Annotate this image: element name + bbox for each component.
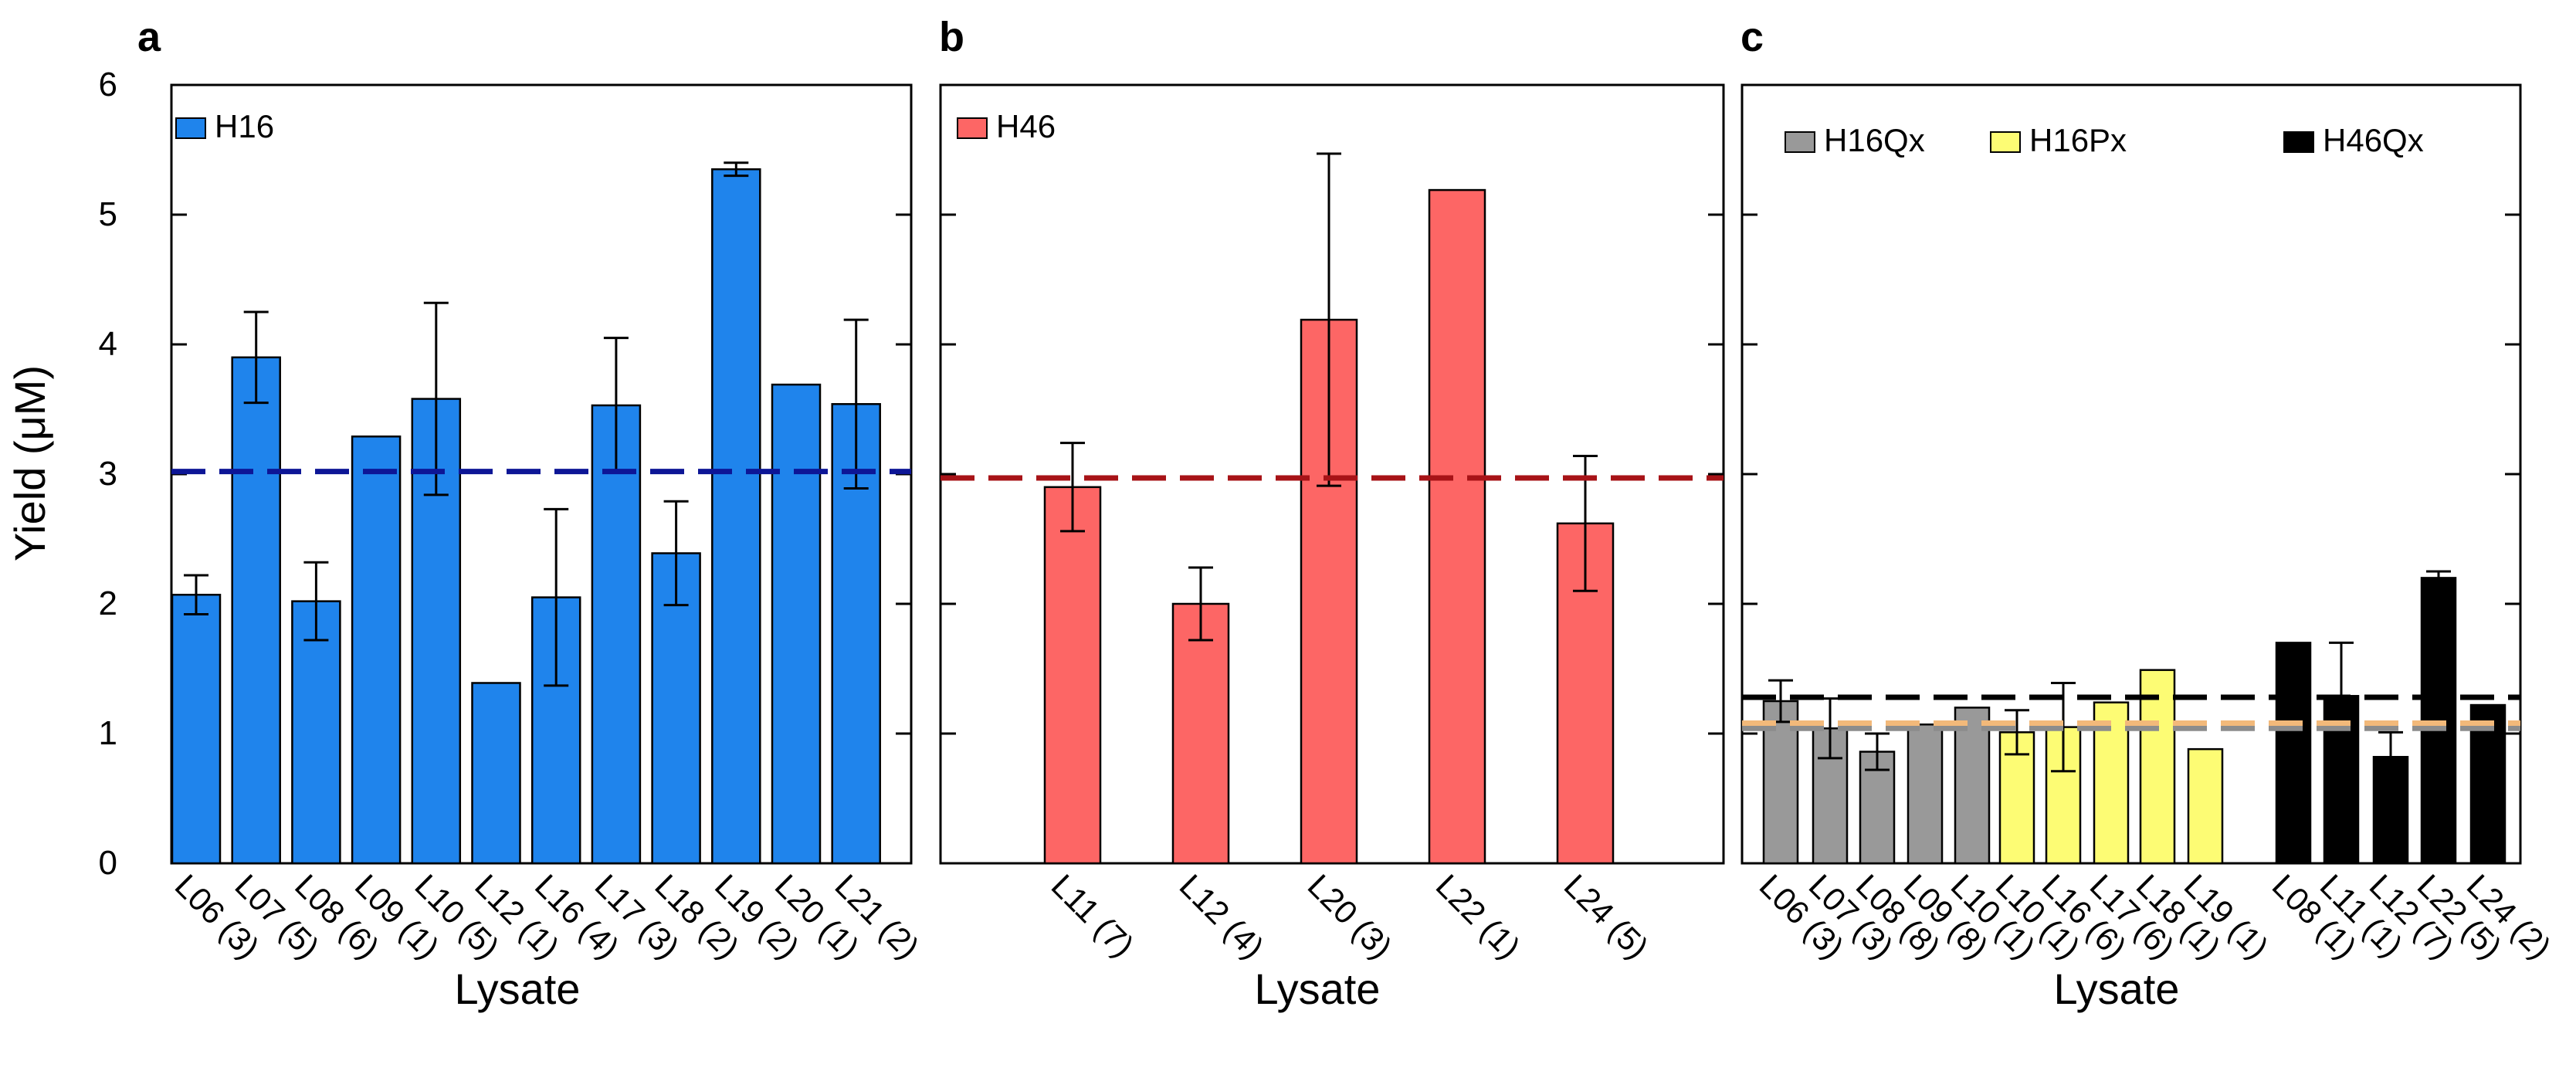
x-tick-label: L20 (3)	[1301, 867, 1399, 965]
legend-label: H46	[996, 108, 1056, 144]
bar-group	[651, 500, 701, 865]
bar-group	[771, 383, 822, 865]
legend-swatch	[1990, 131, 2021, 153]
y-tick-label: 4	[99, 325, 117, 363]
bar-group	[1907, 723, 1944, 865]
panel-b-x-axis-label: Lysate	[1255, 964, 1381, 1013]
x-tick-label: L11 (7)	[1045, 867, 1141, 964]
bar	[1428, 188, 1486, 865]
y-tick-label: 0	[99, 844, 117, 882]
bar	[351, 436, 402, 865]
bar-group	[2323, 641, 2360, 865]
bar	[711, 168, 761, 865]
panel-c: c Lysate	[1740, 14, 2179, 1013]
bar	[1171, 602, 1230, 865]
bar-group	[2469, 703, 2507, 865]
bar-group	[351, 436, 402, 865]
bar	[291, 600, 341, 865]
bar-group	[2187, 747, 2224, 865]
bar-group	[1859, 732, 1896, 865]
bar-group	[2372, 730, 2409, 865]
bar-group	[1300, 152, 1358, 865]
bar-group	[530, 507, 581, 865]
bar	[231, 356, 281, 865]
bar-group	[2420, 570, 2457, 865]
bar-group	[591, 337, 642, 865]
bar-group	[1556, 454, 1615, 865]
bar	[591, 404, 642, 865]
bar	[771, 383, 822, 865]
bar-group	[1171, 566, 1230, 865]
bar	[471, 682, 521, 865]
bar-group	[411, 301, 462, 865]
legend-label: H16	[215, 108, 274, 144]
bar-group	[711, 161, 761, 865]
y-tick-label: 3	[99, 455, 117, 493]
bar-group	[1428, 188, 1486, 865]
bar	[171, 593, 222, 865]
y-tick-label: 1	[99, 714, 117, 752]
x-tick-label: L24 (5)	[1557, 867, 1656, 965]
legend-swatch	[175, 117, 206, 139]
bar-group	[1998, 709, 2035, 865]
bar-group	[2139, 669, 2176, 865]
bar	[1043, 486, 1102, 865]
bar	[2187, 747, 2224, 865]
bar-group	[171, 574, 222, 865]
bar-group	[231, 310, 281, 865]
y-tick-label: 5	[99, 195, 117, 233]
panel-b: b Lysate	[939, 14, 1380, 1013]
panel-a-label: a	[137, 14, 161, 60]
panel-b-label: b	[939, 14, 964, 60]
plot-frame	[1740, 83, 2522, 865]
bar-group	[291, 561, 341, 865]
bar-group	[471, 682, 521, 865]
bar	[1954, 707, 1991, 865]
y-axis-label: Yield (μM)	[5, 365, 54, 561]
y-tick-label: 2	[99, 585, 117, 622]
bar	[1907, 723, 1944, 865]
legend-label: H46Qx	[2323, 122, 2424, 158]
x-tick-label: L22 (1)	[1429, 867, 1527, 965]
bar	[2469, 703, 2507, 865]
bar-group	[1812, 697, 1849, 865]
legend-swatch	[957, 117, 988, 139]
bar-group	[831, 318, 881, 865]
legend-swatch	[1785, 131, 1815, 153]
bar-group	[1043, 442, 1102, 865]
x-tick-label: L12 (4)	[1173, 867, 1271, 965]
y-tick-labels: 0 1 2 3 4 5 6	[99, 66, 117, 882]
panel-a: a Lysate	[137, 14, 580, 1013]
panel-c-label: c	[1740, 14, 1764, 60]
bar	[2139, 669, 2176, 865]
bar-group	[2275, 642, 2312, 865]
bar	[2275, 642, 2312, 865]
y-tick-label: 6	[99, 66, 117, 103]
legend-label: H16Px	[2029, 122, 2127, 158]
legend-label: H16Qx	[1824, 122, 1925, 158]
bar-group	[2045, 681, 2082, 865]
bar-group	[1954, 707, 1991, 865]
legend-swatch	[2283, 131, 2314, 153]
panel-a-x-axis-label: Lysate	[455, 964, 581, 1013]
bar-group	[1762, 679, 1799, 865]
panel-c-x-axis-label: Lysate	[2054, 964, 2180, 1013]
